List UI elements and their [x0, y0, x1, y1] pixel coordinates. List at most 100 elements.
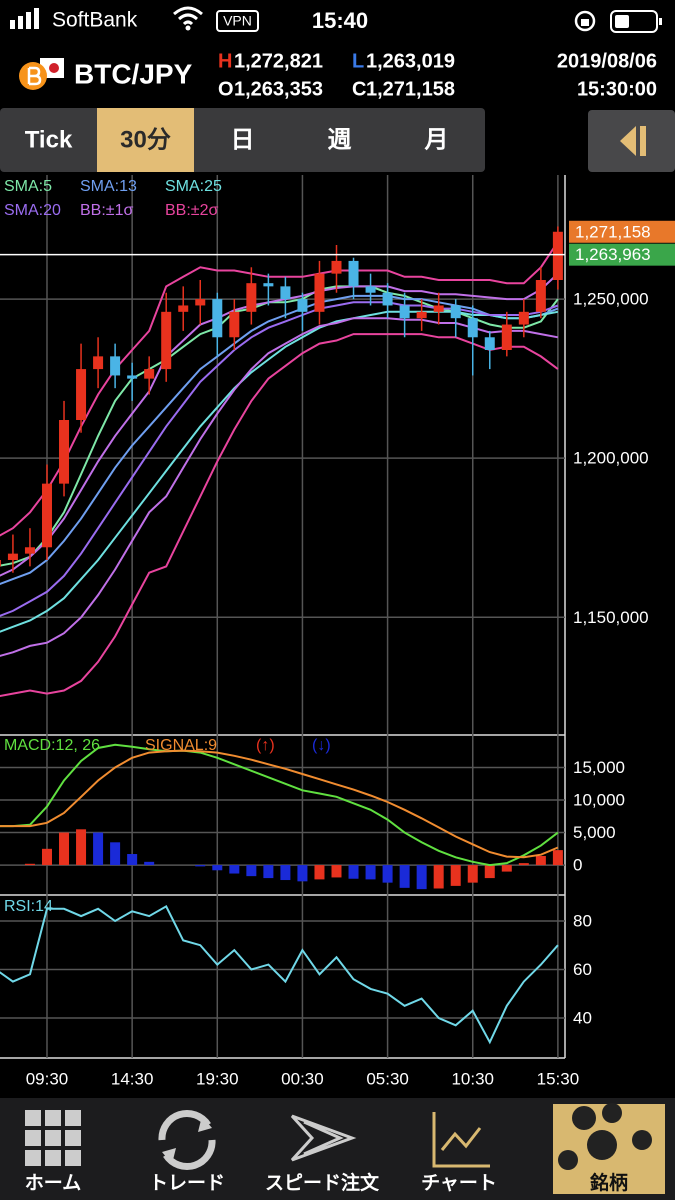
candle-body	[229, 311, 240, 338]
candle-body	[161, 311, 172, 370]
histogram-bar	[518, 863, 529, 866]
tab-label[interactable]: 30分	[120, 126, 171, 153]
candle-body	[535, 280, 546, 312]
x-tick-label: 10:30	[451, 1069, 494, 1088]
y-tick-label: 80	[573, 911, 592, 930]
candle-body	[41, 483, 52, 548]
histogram-bar	[535, 855, 546, 866]
candle-body	[416, 311, 427, 319]
candle-body	[365, 286, 376, 293]
candle-body	[144, 369, 155, 379]
histogram-bar	[382, 865, 393, 883]
candle-body	[280, 286, 291, 300]
indicator-line	[0, 285, 559, 567]
price-marker	[569, 220, 675, 243]
vpn-badge	[216, 10, 259, 32]
candle-body	[433, 305, 444, 312]
histogram-bar	[59, 832, 70, 866]
candle-body	[331, 260, 342, 274]
histogram-bar	[348, 865, 359, 879]
clock: 15:40	[312, 8, 368, 33]
x-tick-label: 19:30	[196, 1069, 239, 1088]
y-tick-label: 1,150,000	[573, 608, 649, 627]
coin-icon	[27, 66, 42, 86]
tab-label[interactable]: Tick	[25, 126, 73, 153]
candle-body	[297, 299, 308, 312]
home-icon	[25, 1110, 81, 1166]
candle-body	[484, 337, 495, 350]
signal-bar	[34, 8, 39, 29]
histogram-bar	[24, 863, 35, 866]
histogram-bar	[552, 850, 563, 866]
coin-icon	[558, 1150, 578, 1170]
histogram-bar	[501, 865, 512, 872]
histogram-bar	[331, 865, 342, 878]
chart-icon	[440, 1127, 482, 1151]
candle-body	[178, 305, 189, 312]
low-value: 1,263,019	[366, 50, 455, 72]
wifi-icon	[185, 25, 191, 31]
legend-entry: BB:±1σ	[80, 202, 133, 219]
signal-bar	[26, 12, 31, 29]
nav-label[interactable]: チャート	[421, 1173, 497, 1194]
tab-label[interactable]: 月	[424, 126, 449, 153]
nav-label[interactable]: スピード注文	[265, 1171, 380, 1194]
legend-entry: RSI:14	[4, 898, 53, 915]
chart-area: 09:30 14:30 19:30 00:30 05:30 10:30 15:30 1,150…	[0, 175, 675, 1088]
histogram-bar	[76, 829, 87, 866]
candle-body	[552, 231, 563, 280]
x-tick-label: 14:30	[111, 1069, 154, 1088]
indicator-line	[0, 301, 559, 617]
coin-icon	[602, 1103, 622, 1123]
coin-icon	[632, 1130, 652, 1150]
histogram-bar	[195, 865, 206, 867]
histogram-bar	[127, 854, 138, 866]
candle-body	[501, 324, 512, 350]
battery	[610, 10, 658, 33]
indicator-line	[0, 310, 559, 633]
nav-label[interactable]: トレード	[149, 1173, 225, 1194]
symbol: BTC/JPY	[74, 58, 193, 89]
collapse-icon	[620, 126, 636, 156]
candle-body	[195, 299, 206, 306]
indicator-line	[0, 294, 559, 586]
nav-label[interactable]: ホーム	[25, 1173, 81, 1194]
histogram-bar	[314, 865, 325, 880]
x-tick-label: 09:30	[26, 1069, 69, 1088]
tab-active[interactable]	[97, 108, 194, 172]
plot	[0, 743, 565, 890]
candle-body	[0, 560, 1, 567]
candle-body	[518, 311, 529, 325]
histogram-bar	[365, 865, 376, 880]
band-lower	[0, 333, 559, 698]
candle-body	[263, 283, 274, 287]
y-tick-label: 40	[573, 1008, 592, 1027]
tab-label[interactable]: 週	[328, 126, 352, 153]
y-tick-label: 0	[573, 856, 582, 875]
legend-entry: SIGNAL:9	[145, 737, 217, 754]
legend-entry: SMA:25	[165, 178, 222, 195]
trade-icon	[162, 1116, 212, 1164]
indicator-line	[0, 743, 559, 867]
coin-icon	[572, 1106, 596, 1130]
indicator-line	[0, 905, 559, 1045]
collapse-button[interactable]	[588, 110, 675, 172]
histogram-bar	[110, 842, 121, 866]
candle-body	[127, 375, 138, 379]
battery-level	[615, 15, 629, 28]
collapse-icon	[640, 126, 646, 156]
vpn-label: VPN	[223, 13, 252, 29]
y-tick-label: 1,200,000	[573, 449, 649, 468]
x-tick-label: 15:30	[537, 1069, 580, 1088]
home-icon	[25, 1150, 41, 1166]
x-tick-label: 05:30	[366, 1069, 409, 1088]
home-icon	[25, 1130, 41, 1146]
y-tick-label: 60	[573, 960, 592, 979]
indicator-line	[0, 749, 559, 859]
tab-label[interactable]: 日	[231, 126, 255, 153]
candle-body	[246, 283, 257, 312]
plot	[0, 226, 565, 698]
nav-label[interactable]: 銘柄	[590, 1171, 628, 1194]
